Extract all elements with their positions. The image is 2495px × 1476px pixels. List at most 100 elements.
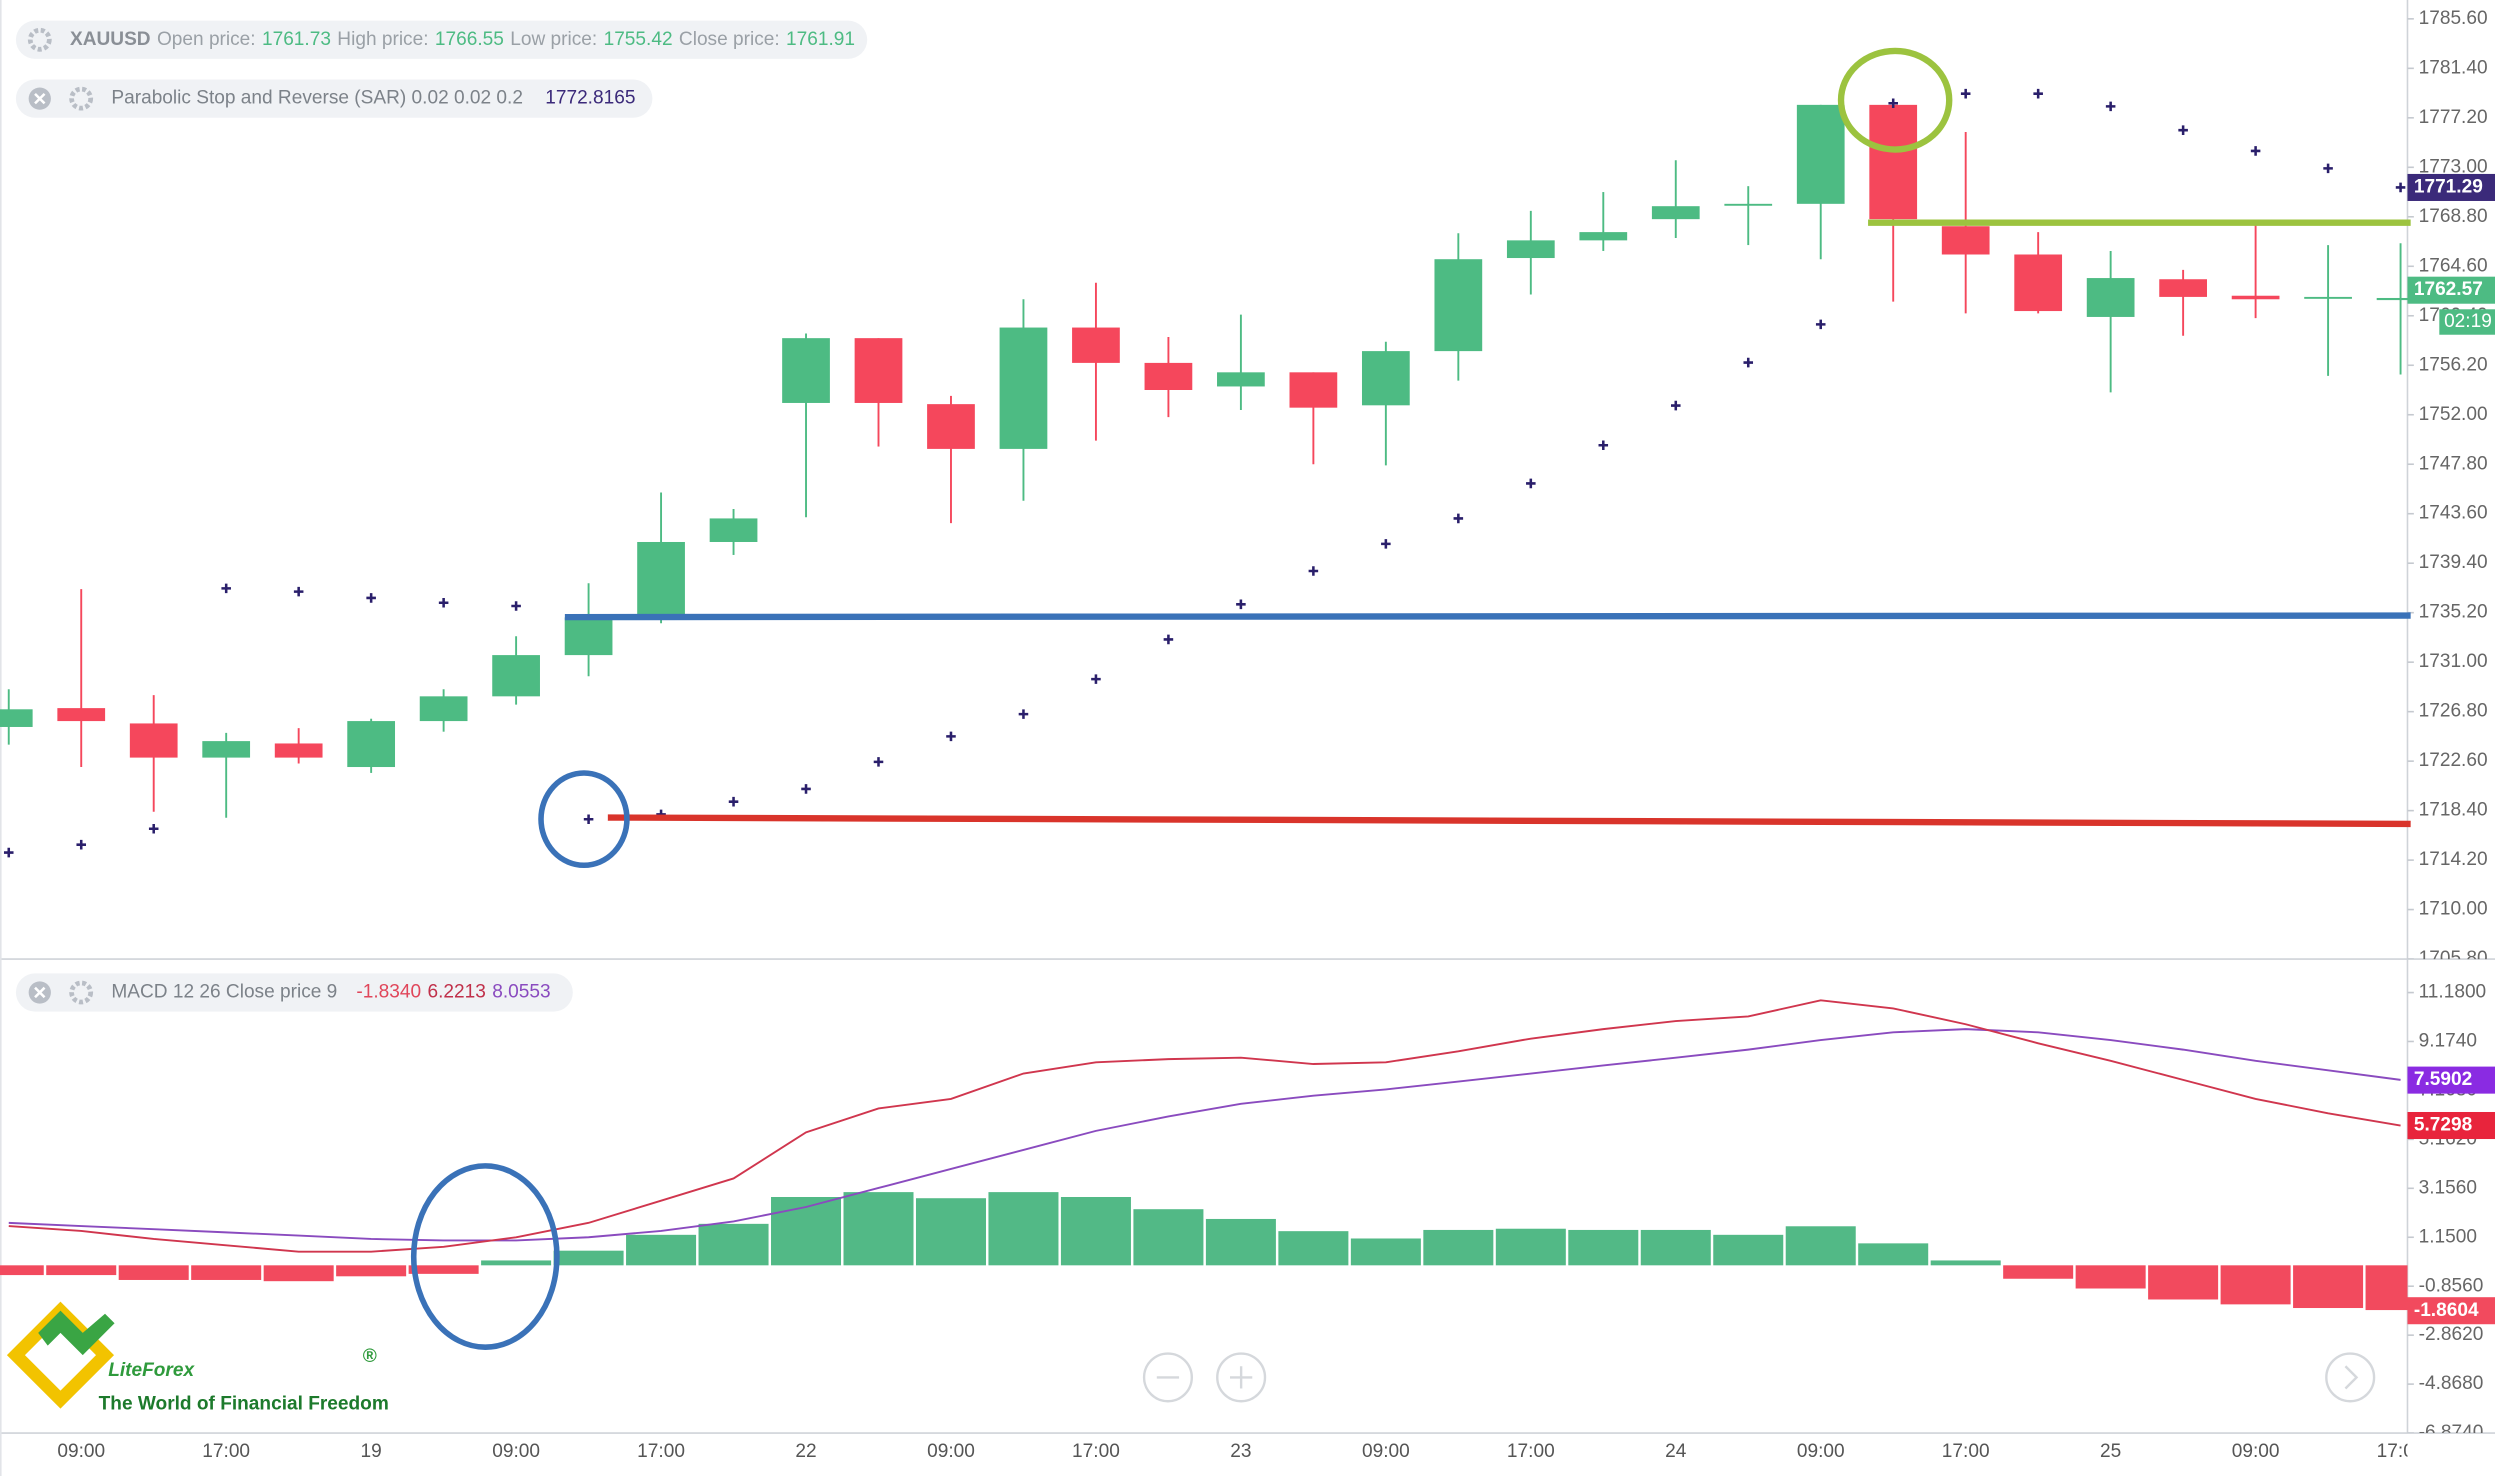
y-tick-label: 1785.60 — [2419, 8, 2488, 29]
y-tick-label: 1768.80 — [2419, 206, 2488, 227]
candle-body — [782, 338, 830, 403]
annotation-circle — [410, 1163, 560, 1350]
price-panel: 1785.60 1781.40 1777.20 1773.00 1768.80 1764.… — [0, 8, 2488, 960]
histogram-bar — [1858, 1243, 1929, 1266]
sar-dot — [1960, 88, 1971, 99]
candle-body — [57, 708, 106, 722]
candle-body — [1506, 240, 1555, 259]
x-tick-label: 09:00 — [2232, 1441, 2280, 1462]
macd-line — [8, 999, 2401, 1253]
candle-body — [1869, 104, 1918, 220]
candle-body — [1072, 327, 1120, 363]
candle-body — [1651, 206, 1700, 220]
y-tick-label: 11.1800 — [2419, 982, 2487, 1003]
x-tick-label: 09:00 — [57, 1441, 105, 1462]
scroll-right-icon — [2344, 1365, 2359, 1390]
candle-body — [2014, 254, 2063, 312]
signal-line — [8, 1028, 2401, 1242]
sar-header: Parabolic Stop and Reverse (SAR) 0.02 0.… — [111, 88, 635, 109]
y-tick-label: -2.8620 — [2419, 1324, 2484, 1345]
histogram-bar — [1423, 1229, 1494, 1266]
y-tick-label: 1777.20 — [2419, 107, 2488, 128]
y-tick-label: 1764.60 — [2419, 255, 2488, 276]
candle-body — [1724, 203, 1773, 206]
zoom-in-icon — [1229, 1366, 1253, 1389]
y-tick-label: -4.8680 — [2419, 1373, 2484, 1394]
annotation-line — [607, 814, 2411, 828]
sar-dot — [2105, 101, 2116, 112]
symbol: XAUUSD — [70, 29, 151, 50]
sar-dot — [221, 583, 231, 594]
sar-dot — [1163, 634, 1174, 645]
gear-icon[interactable] — [69, 980, 94, 1005]
y-tick-label: 1756.20 — [2419, 354, 2488, 375]
sar-dot — [2033, 88, 2043, 99]
sar-dot — [2323, 163, 2333, 174]
histogram-bar — [408, 1265, 479, 1274]
sar-dot — [1091, 674, 1101, 684]
histogram-bar — [0, 1265, 44, 1276]
histogram-bar — [553, 1250, 624, 1266]
x-tick-label: 17:00 — [1507, 1441, 1555, 1462]
header-price: XAUUSD Open price: 1761.73 High price: 1766.… — [15, 20, 868, 59]
histogram-bar — [698, 1223, 769, 1266]
y-tick-label: 1735.20 — [2419, 602, 2488, 623]
scroll-right-button[interactable] — [2325, 1352, 2376, 1403]
sar-dot — [801, 784, 811, 794]
candle-body — [2159, 279, 2207, 297]
sar-dot — [1236, 599, 1246, 610]
sar-dot — [583, 814, 594, 824]
x-tick-label: 17:00 — [2377, 1441, 2425, 1462]
legend-entry: Parabolic Stop and Reverse (SAR) 0.02 0.… — [111, 88, 523, 109]
histogram-bar — [481, 1260, 552, 1266]
price-tag-label: 7.5902 — [2414, 1069, 2472, 1090]
gear-icon[interactable] — [27, 27, 52, 52]
candle-body — [0, 709, 33, 727]
y-tick-label: 1773.00 — [2419, 156, 2488, 177]
sar-dot — [1381, 539, 1391, 549]
x-tick-label: 09:00 — [492, 1441, 540, 1462]
y-tick-label: -6.8740 — [2419, 1422, 2484, 1443]
histogram-bar — [988, 1192, 1059, 1266]
x-tick-label: 09:00 — [1797, 1441, 1845, 1462]
candle-body — [564, 617, 613, 656]
y-tick-label: 1743.60 — [2419, 503, 2488, 524]
histogram-bar — [1930, 1260, 2001, 1266]
x-tick-label: 24 — [1665, 1441, 1687, 1462]
zoom-controls — [1142, 1352, 2376, 1403]
x-tick-label: 09:00 — [927, 1441, 975, 1462]
x-tick-label: 17:00 — [1072, 1441, 1120, 1462]
candle-body — [2086, 278, 2135, 317]
histogram-bar — [336, 1265, 407, 1277]
field-value: 1761.73 — [262, 29, 331, 50]
candle-body — [2231, 295, 2280, 300]
candle-body — [202, 741, 251, 758]
y-tick-label: 1747.80 — [2419, 453, 2488, 474]
x-tick-label: 17:00 — [202, 1441, 250, 1462]
x-tick-label: 19 — [361, 1441, 382, 1462]
histogram-bar — [771, 1197, 842, 1266]
histogram-bar — [1640, 1229, 1711, 1266]
x-tick-label: 25 — [2100, 1441, 2121, 1462]
histogram-bar — [46, 1265, 117, 1276]
x-tick-label: 23 — [1230, 1441, 1251, 1462]
sar-dot — [1743, 357, 1754, 368]
candle-body — [1796, 104, 1845, 204]
histogram-bar — [626, 1234, 697, 1266]
x-tick-label: 17:00 — [637, 1441, 685, 1462]
gear-icon[interactable] — [69, 86, 94, 111]
y-tick-label: 1714.20 — [2419, 849, 2488, 870]
histogram-bar — [2075, 1265, 2146, 1289]
histogram-bar — [2220, 1265, 2291, 1305]
sar-dot — [1018, 709, 1029, 719]
candle-body — [492, 655, 540, 697]
indicator-value: -1.8340 — [356, 982, 421, 1003]
sar-dot — [1888, 98, 1898, 108]
ohlc-header: XAUUSD Open price: 1761.73 High price: 1766.… — [70, 29, 855, 50]
annotation-line — [564, 612, 2411, 621]
y-tick-label: -0.8560 — [2419, 1275, 2484, 1296]
histogram-bar — [2293, 1265, 2364, 1309]
sar-dot — [873, 757, 884, 767]
price-tag — [2407, 1111, 2495, 1140]
